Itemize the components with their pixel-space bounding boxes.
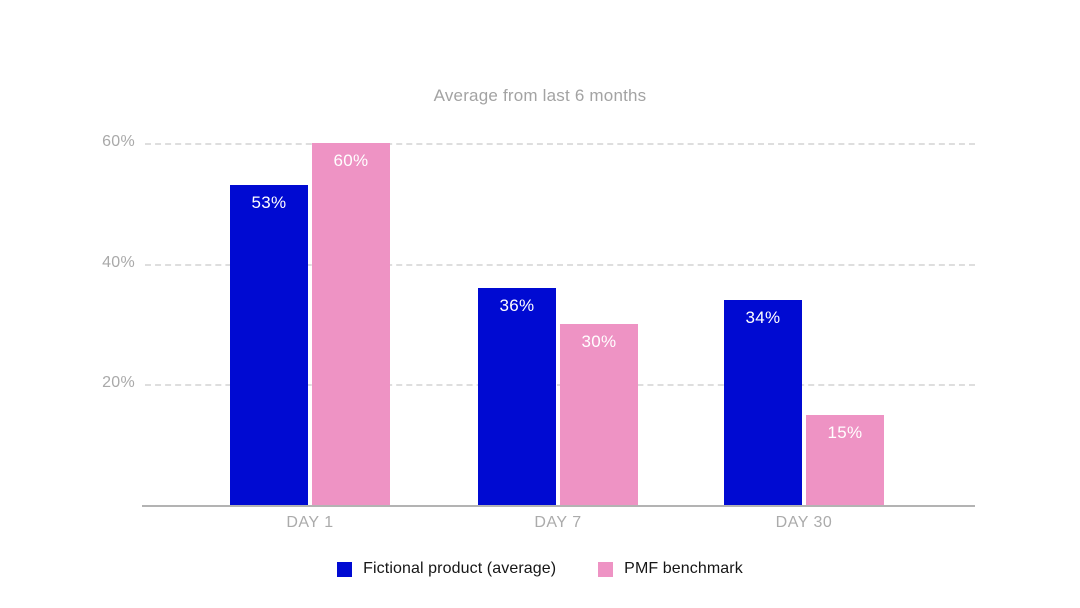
legend-label: PMF benchmark (624, 560, 743, 577)
legend-swatch-icon (598, 561, 614, 577)
bar-value-label: 36% (499, 295, 535, 315)
bar-pmf-benchmark-day-1[interactable]: 60% (312, 143, 390, 505)
y-tick-label: 60% (102, 133, 135, 150)
bar-fictional-product-day-1[interactable]: 53% (230, 185, 308, 505)
bar-pmf-benchmark-day-7[interactable]: 30% (560, 324, 638, 505)
x-tick-label-day-1: DAY 1 (286, 514, 334, 531)
y-tick-label: 20% (102, 374, 135, 392)
gridline-40% (145, 263, 975, 266)
y-tick-label: 40% (102, 253, 135, 271)
bar-fictional-product-day-30[interactable]: 34% (724, 299, 802, 505)
bar-fictional-product-day-7[interactable]: 36% (478, 287, 556, 505)
x-axis-line (142, 505, 975, 507)
legend-item-pmf-benchmark[interactable]: PMF benchmark (598, 560, 743, 578)
bar-value-label: 30% (581, 332, 617, 351)
bar-value-label: 53% (251, 193, 287, 213)
chart-title: Average from last 6 months (433, 86, 647, 105)
bar-value-label: 34% (745, 307, 781, 327)
bar-value-label: 15% (827, 422, 863, 442)
bar-pmf-benchmark-day-30[interactable]: 15% (806, 414, 884, 505)
bar-value-label: 60% (333, 151, 369, 170)
legend: Fictional product (average) PMF benchmark (0, 560, 1080, 578)
x-tick-label-day-30: DAY 30 (775, 514, 833, 531)
legend-label: Fictional product (average) (363, 560, 557, 577)
legend-swatch-icon (337, 561, 353, 577)
gridline-60% (145, 143, 975, 145)
legend-item-fictional-product[interactable]: Fictional product (average) (337, 560, 556, 578)
x-tick-label-day-7: DAY 7 (534, 514, 582, 531)
